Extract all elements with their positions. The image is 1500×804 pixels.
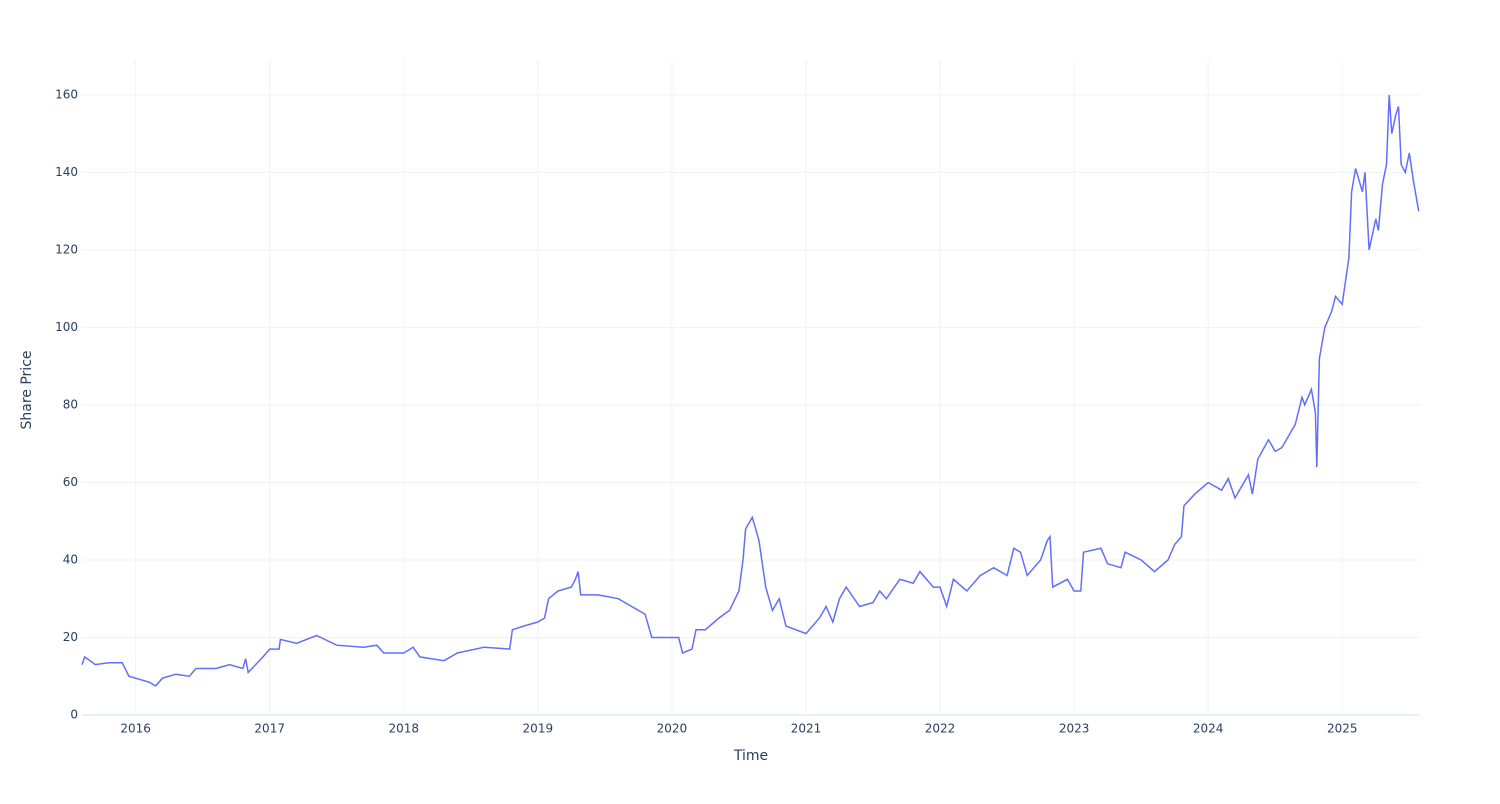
x-tick-label: 2019 xyxy=(523,722,554,736)
line-series xyxy=(81,94,1420,687)
x-tick-label: 2024 xyxy=(1193,722,1224,736)
y-tick-label: 40 xyxy=(63,552,78,566)
y-tick-label: 120 xyxy=(55,242,78,256)
y-axis-title: Share Price xyxy=(19,350,35,429)
x-tick-label: 2018 xyxy=(388,722,419,736)
x-tick-label: 2016 xyxy=(120,722,151,736)
y-tick-label: 80 xyxy=(63,397,78,411)
y-tick-label: 60 xyxy=(63,475,78,489)
y-tick-label: 140 xyxy=(55,165,78,179)
x-tick-label: 2017 xyxy=(254,722,285,736)
x-axis-title: Time xyxy=(733,748,768,764)
y-tick-label: 100 xyxy=(55,320,78,334)
x-tick-label: 2025 xyxy=(1327,722,1358,736)
x-tick-label: 2020 xyxy=(657,722,688,736)
y-tick-label: 20 xyxy=(63,630,78,644)
x-tick-label: 2022 xyxy=(925,722,956,736)
x-tick-label: 2023 xyxy=(1059,722,1090,736)
y-tick-label: 0 xyxy=(70,708,78,722)
x-tick-label: 2021 xyxy=(791,722,822,736)
y-tick-label: 160 xyxy=(55,87,78,101)
